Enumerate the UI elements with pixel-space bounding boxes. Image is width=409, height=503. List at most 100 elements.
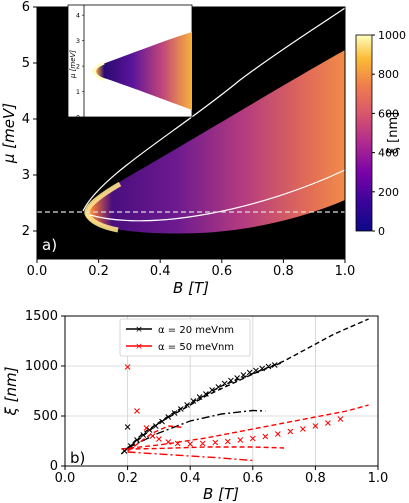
panel-b-xtick-label: 0.8 <box>305 471 326 486</box>
legend-box <box>119 318 251 357</box>
series-alpha20-marker <box>246 369 253 376</box>
panel-b-xtick-label: 0.6 <box>242 471 263 486</box>
colorbar-tick-label: 800 <box>378 68 399 81</box>
series-alpha50-marker <box>199 440 206 447</box>
series-alpha50-dashed-line <box>127 446 285 450</box>
panel-b-ytick-label: 500 <box>33 409 58 424</box>
panel-b-ytick-label: 0 <box>50 459 58 474</box>
series-alpha50-marker <box>300 426 306 432</box>
legend: × α = 20 meVnm × α = 50 meVnm <box>119 318 251 357</box>
series-alpha50-dashdot-line <box>127 451 253 462</box>
white-contour-lower <box>89 169 345 222</box>
panel-b-xtick-label: 1.0 <box>368 471 389 486</box>
panel-a-axes: 0.0 0.2 0.4 0.6 0.8 1.0 2 3 4 5 6 <box>22 0 356 279</box>
series-alpha20-marker <box>134 437 140 443</box>
panel-b-frame <box>64 315 379 467</box>
panel-a-xlabel: B [T] <box>173 279 209 297</box>
series-alpha20-marker <box>184 402 190 408</box>
panel-b-ylabel: ξ [nm] <box>2 366 20 416</box>
inset-heatmap-region <box>92 32 192 110</box>
series-alpha50-marker <box>134 408 140 414</box>
inset-xtick-label: 0.6 <box>144 121 154 129</box>
series-alpha20-dashed-line <box>120 318 369 455</box>
series-alpha20-marker <box>165 414 172 420</box>
colorbar-tick-label: 0 <box>378 225 385 238</box>
panel-a-ytick-label: 4 <box>22 112 30 127</box>
series-alpha50-marker <box>187 441 194 447</box>
legend-label-alpha20: α = 20 meVnm <box>158 325 234 336</box>
series-alpha20-marker <box>171 410 178 416</box>
white-contour-upper <box>82 7 345 212</box>
series-alpha20-marker <box>140 432 147 438</box>
panel-a-xtick-label: 1.0 <box>335 264 356 279</box>
legend-label-alpha50: α = 50 meVnm <box>158 342 234 353</box>
panel-a-xtick-label: 0.8 <box>273 264 294 279</box>
series-alpha20-marker <box>271 362 278 368</box>
series-alpha50-marker <box>237 437 244 443</box>
panel-b-series <box>120 318 369 462</box>
inset-ytick-label: 0 <box>76 114 80 122</box>
series-alpha20-marker <box>240 372 247 378</box>
series-alpha20-marker <box>209 387 215 393</box>
panel-b-axes: 0.0 0.2 0.4 0.6 0.8 1.0 0 500 1000 1500 <box>25 309 388 486</box>
inset-xtick-label: 0.8 <box>165 121 175 129</box>
inset-ytick-label: 1 <box>76 88 80 96</box>
panel-a-label: a) <box>42 236 57 254</box>
series-alpha20-marker <box>259 365 266 372</box>
series-alpha20-marker <box>124 424 131 430</box>
panel-a-xtick-label: 0.6 <box>211 264 232 279</box>
series-alpha50-marker <box>143 425 150 431</box>
series-alpha20-marker <box>159 418 165 425</box>
series-alpha50-marker <box>224 438 231 445</box>
series-alpha20-marker <box>265 363 272 370</box>
panel-a-ytick-label: 2 <box>22 224 30 239</box>
series-alpha20-marker <box>234 375 241 381</box>
series-alpha50-marker <box>174 440 181 447</box>
legend-marker-alpha20: × <box>135 325 143 335</box>
panel-a-xtick-label: 0.0 <box>27 264 48 279</box>
series-alpha20-dashed-line <box>124 362 282 452</box>
inset-axes: 0.0 0.2 0.4 0.6 0.8 1.0 0 1 2 3 4 <box>76 5 197 129</box>
panel-a-ytick-label: 6 <box>22 0 30 15</box>
series-alpha20-marker <box>253 367 259 374</box>
series-alpha20-marker <box>196 394 203 400</box>
colorbar-tick-label: 200 <box>378 186 399 199</box>
series-alpha20-marker <box>152 423 159 429</box>
series-alpha50-marker <box>274 431 281 437</box>
panel-b-ytick-label: 1000 <box>25 359 58 374</box>
series-alpha50-marker <box>337 416 344 422</box>
panel-b-xtick-label: 0.2 <box>117 471 138 486</box>
heatmap-region <box>85 50 345 234</box>
colorbar-tick-label: 1000 <box>378 29 406 42</box>
panel-a-ylabel: μ [meV] <box>0 103 18 164</box>
series-alpha20-marker <box>228 377 234 384</box>
inset-ytick-label: 3 <box>76 37 80 45</box>
bright-edge <box>84 181 122 233</box>
inset-xtick-label: 1.0 <box>187 121 197 129</box>
panel-b-ytick-label: 1500 <box>25 309 58 324</box>
panel-b-xlabel: B [T] <box>203 485 239 503</box>
series-alpha50-marker <box>312 423 319 429</box>
series-alpha20-marker <box>177 406 184 412</box>
series-alpha50-marker <box>249 435 256 442</box>
inset-ytick-label: 4 <box>76 12 80 20</box>
colorbar <box>355 34 373 232</box>
inset-xtick-label: 0.0 <box>79 121 89 129</box>
panel-a-ytick-label: 5 <box>22 56 30 71</box>
series-alpha50-marker <box>287 428 294 435</box>
inset-xtick-label: 0.2 <box>100 121 110 129</box>
inset-ytick-label: 2 <box>76 63 80 71</box>
panel-a-ytick-label: 3 <box>22 168 30 183</box>
colorbar-ticks: 0 200 400 600 800 1000 <box>372 29 406 238</box>
legend-marker-alpha50: × <box>135 342 143 352</box>
colorbar-tick-label: 400 <box>378 147 399 160</box>
series-alpha50-dashed-line <box>121 404 369 450</box>
inset-xtick-label: 0.4 <box>122 121 132 129</box>
series-alpha50-marker <box>325 420 331 426</box>
series-alpha20-marker <box>215 384 222 390</box>
panel-a-xtick-label: 0.4 <box>150 264 171 279</box>
series-alpha20-marker <box>202 391 209 397</box>
inset-bright-edge <box>93 61 105 82</box>
